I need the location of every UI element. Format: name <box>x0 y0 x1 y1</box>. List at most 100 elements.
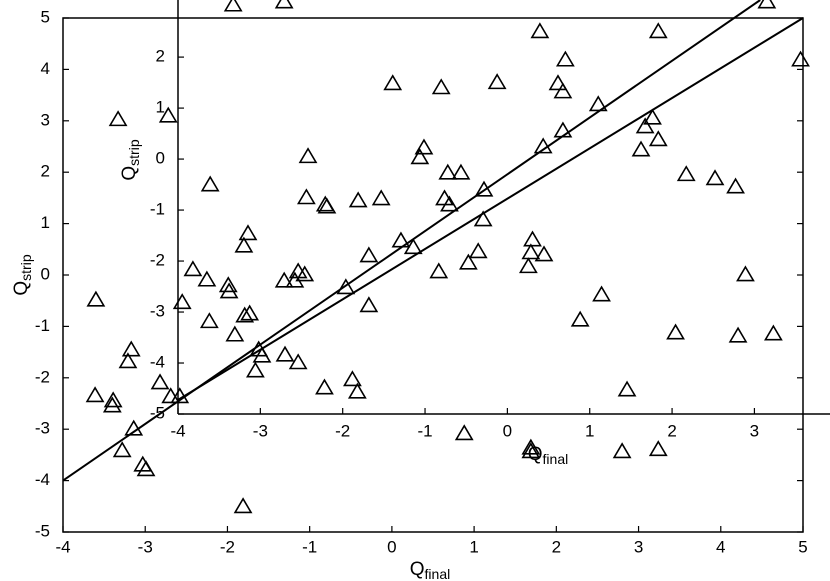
y-tick-label: -5 <box>35 521 50 540</box>
point <box>403 238 423 255</box>
point <box>359 296 379 313</box>
point <box>359 246 379 263</box>
point <box>233 497 253 514</box>
point <box>592 285 611 302</box>
point <box>764 324 783 341</box>
point <box>274 271 294 288</box>
point <box>474 180 494 197</box>
y-axis-label: Qstrip <box>11 254 34 295</box>
point <box>317 197 337 214</box>
point <box>431 78 451 95</box>
y-tick-label: 3 <box>41 110 50 129</box>
point <box>726 177 745 194</box>
y-tick-label: 2 <box>156 47 165 66</box>
y-tick-label: -2 <box>150 251 165 270</box>
point <box>440 195 459 212</box>
point <box>124 419 144 436</box>
point <box>521 243 541 260</box>
point <box>648 130 668 147</box>
point <box>438 163 458 180</box>
point <box>172 293 192 310</box>
point <box>757 0 777 9</box>
point <box>391 231 411 248</box>
point <box>791 50 810 67</box>
x-tick-label: 0 <box>387 537 396 556</box>
point <box>85 386 105 403</box>
point <box>521 442 541 459</box>
point <box>473 210 493 227</box>
point <box>533 137 553 154</box>
point <box>112 441 132 458</box>
fit-line <box>177 17 804 401</box>
y-tick-label: -3 <box>35 419 50 438</box>
point <box>252 346 272 363</box>
point <box>219 282 239 299</box>
point <box>617 380 637 397</box>
x-tick-label: 4 <box>716 537 725 556</box>
x-tick-label: 2 <box>667 421 676 440</box>
point <box>414 138 434 155</box>
x-tick-label: 5 <box>798 537 807 556</box>
y-tick-label: -4 <box>35 470 50 489</box>
point <box>296 188 316 205</box>
point <box>347 382 367 399</box>
point <box>523 230 542 247</box>
y-tick-label: 1 <box>41 213 50 232</box>
point <box>103 391 123 408</box>
y-tick-label: -5 <box>150 403 165 422</box>
y-label-sub: strip <box>126 139 142 166</box>
point <box>108 110 128 127</box>
point <box>553 121 573 138</box>
x-tick-label: -4 <box>170 421 185 440</box>
point <box>218 276 238 293</box>
point <box>158 106 178 123</box>
point <box>102 396 122 413</box>
point <box>648 22 668 39</box>
point <box>635 117 655 134</box>
y-tick-label: -1 <box>150 200 165 219</box>
point <box>336 278 356 295</box>
point <box>223 0 243 12</box>
point <box>288 353 308 370</box>
y-tick-label: 0 <box>41 264 50 283</box>
point <box>275 345 295 362</box>
point <box>121 340 141 357</box>
point <box>150 373 170 390</box>
x-tick-label: -3 <box>253 421 268 440</box>
point <box>454 424 474 441</box>
point <box>136 460 156 477</box>
y-tick-label: 2 <box>41 162 50 181</box>
fit-line <box>62 0 761 482</box>
point <box>648 440 668 457</box>
point <box>631 140 651 157</box>
point <box>246 361 265 378</box>
point <box>298 147 318 164</box>
point <box>295 265 315 282</box>
point <box>315 378 334 395</box>
point <box>676 165 696 182</box>
point <box>555 50 575 67</box>
x-tick-label: 2 <box>552 537 561 556</box>
y-tick-label: -3 <box>150 302 165 321</box>
point <box>570 310 590 327</box>
point <box>238 224 258 241</box>
point <box>534 245 554 262</box>
y-label-main: Q <box>11 281 32 296</box>
point <box>736 265 755 282</box>
x-tick-label: 1 <box>469 537 478 556</box>
point <box>410 148 430 165</box>
y-tick-label: 1 <box>156 98 165 117</box>
point <box>588 95 608 112</box>
x-tick-label: -1 <box>417 421 432 440</box>
point <box>225 325 245 342</box>
point <box>612 442 632 459</box>
x-tick-label: 3 <box>634 537 643 556</box>
x-tick-label: -3 <box>138 537 153 556</box>
x-tick-label: 0 <box>503 421 512 440</box>
point <box>197 270 217 287</box>
x-label-sub: final <box>425 566 451 581</box>
x-tick-label: -2 <box>220 537 235 556</box>
x-tick-label: 1 <box>585 421 594 440</box>
y-label-sub: strip <box>18 254 34 281</box>
